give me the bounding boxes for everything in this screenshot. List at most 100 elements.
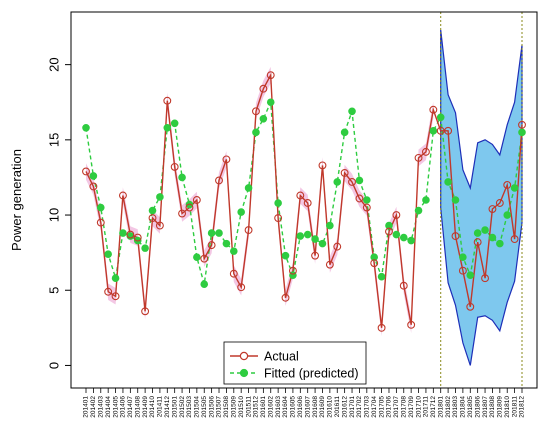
x-tick-label: 201706 <box>386 396 393 418</box>
fitted-point <box>451 196 460 204</box>
x-tick-label: 201811 <box>511 396 518 418</box>
actual-error-band-layer <box>86 66 434 337</box>
actual-point <box>303 199 312 207</box>
actual-point <box>126 230 135 239</box>
fitted-point <box>178 173 186 182</box>
fitted-point <box>200 280 209 289</box>
actual-point <box>429 105 438 114</box>
fitted-point <box>89 172 98 180</box>
fitted-point <box>252 128 260 137</box>
actual-point <box>385 227 393 236</box>
x-tick-label: 201501 <box>171 396 178 418</box>
actual-series-line <box>85 72 523 328</box>
x-tick-label: 201512 <box>253 396 260 418</box>
actual-band <box>86 66 434 337</box>
x-tick-label: 201502 <box>179 396 186 418</box>
actual-point <box>377 323 386 332</box>
legend-fitted-marker <box>239 368 249 378</box>
actual-point <box>89 182 98 191</box>
fitted-point <box>392 230 401 239</box>
x-tick-label: 201403 <box>97 396 104 418</box>
actual-point <box>414 153 423 162</box>
x-tick-label: 201810 <box>504 396 511 418</box>
fitted-point <box>488 233 497 242</box>
fitted-point <box>348 107 356 116</box>
x-tick-label: 201710 <box>415 396 422 418</box>
x-tick-label: 201612 <box>341 396 348 418</box>
actual-point <box>288 266 297 275</box>
x-tick-label: 201608 <box>312 396 319 418</box>
actual-point <box>163 96 172 105</box>
fitted-point <box>104 250 112 258</box>
x-tick-label: 201805 <box>467 396 474 418</box>
actual-point <box>104 287 113 296</box>
fitted-point <box>340 128 349 137</box>
prediction-interval-layer <box>440 29 523 366</box>
fitted-point <box>229 247 238 255</box>
x-tick-label: 201605 <box>290 396 297 418</box>
x-tick-label: 201702 <box>356 396 363 418</box>
x-tick-label: 201708 <box>400 396 407 418</box>
actual-point <box>237 283 246 292</box>
x-tick-label: 201503 <box>186 396 193 418</box>
fitted-point <box>156 193 164 201</box>
fitted-point <box>82 124 90 132</box>
x-tick-label: 201604 <box>282 396 289 418</box>
actual-point <box>325 260 334 269</box>
actual-point <box>355 194 364 203</box>
actual-point <box>222 155 231 164</box>
legend-box <box>223 341 367 385</box>
fitted-point <box>170 119 179 128</box>
x-tick-label: 201508 <box>223 396 230 418</box>
fitted-point <box>303 230 312 239</box>
fitted-point <box>326 221 334 230</box>
x-tick-label: 201807 <box>482 396 489 418</box>
x-tick-label: 201607 <box>304 396 311 418</box>
fitted-point <box>207 229 216 237</box>
actual-point <box>296 191 305 200</box>
actual-point <box>340 168 349 177</box>
fitted-point <box>496 239 504 248</box>
actual-point <box>458 266 467 275</box>
x-tick-label: 201408 <box>134 396 141 418</box>
fitted-point <box>429 127 438 135</box>
actual-point <box>192 196 201 204</box>
fitted-point <box>459 253 467 261</box>
x-tick-label: 201402 <box>90 396 97 418</box>
x-tick-label: 201803 <box>452 396 459 418</box>
actual-point <box>141 307 150 316</box>
fitted-point <box>377 272 386 281</box>
series-points-layer <box>82 71 526 332</box>
x-tick-label: 201504 <box>194 396 201 418</box>
fitted-point <box>518 128 526 137</box>
x-tick-label: 201406 <box>120 396 127 418</box>
actual-point <box>466 302 475 311</box>
x-tick-label: 201411 <box>157 396 164 418</box>
x-tick-label: 201611 <box>334 396 341 418</box>
actual-point <box>281 293 290 302</box>
y-tick-label: 20 <box>46 57 61 71</box>
x-tick-label: 201705 <box>378 396 385 418</box>
fitted-point <box>370 253 379 261</box>
fitted-point <box>222 239 231 248</box>
x-tick-label: 201610 <box>327 396 334 418</box>
legend: Actual Fitted (predicted) <box>223 341 367 385</box>
plot-frame <box>70 11 538 389</box>
fitted-point <box>311 235 319 243</box>
actual-point <box>274 214 283 222</box>
x-tick-label: 201407 <box>127 396 134 418</box>
x-tick-label: 201509 <box>231 396 238 418</box>
actual-point <box>229 269 238 278</box>
actual-point <box>392 211 401 219</box>
forecast-boundary-layer <box>440 12 523 388</box>
fitted-point <box>399 233 408 242</box>
y-tick-label: 15 <box>46 133 61 147</box>
fitted-point <box>193 253 201 261</box>
prediction-interval <box>440 29 523 366</box>
x-tick-label: 201401 <box>83 396 90 418</box>
fitted-point <box>281 251 290 260</box>
fitted-point <box>318 239 327 248</box>
x-tick-label: 201804 <box>460 396 467 418</box>
actual-point <box>436 126 445 135</box>
actual-point <box>82 167 90 176</box>
